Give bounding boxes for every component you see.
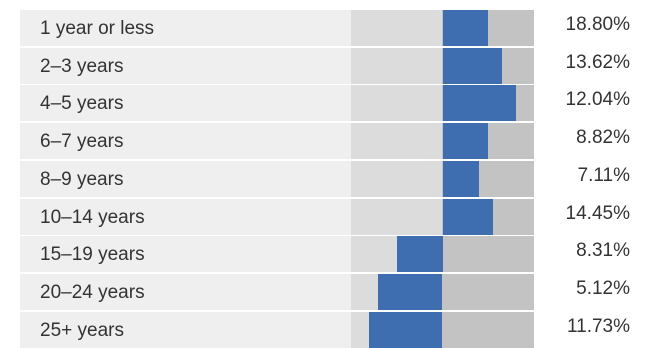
value-label: 5.12% bbox=[576, 277, 630, 299]
value-label: 18.80% bbox=[565, 14, 630, 35]
category-label-cell: 1 year or less bbox=[20, 10, 351, 46]
category-label: 6–7 years bbox=[40, 131, 124, 153]
category-label: 8–9 years bbox=[40, 168, 124, 190]
bar-track-left bbox=[351, 85, 442, 122]
bar-row-1-year-or-less: 1 year or less 18.80% bbox=[20, 10, 630, 46]
bar-row-25-years: 25+ years 11.73% bbox=[20, 311, 630, 348]
value-bar bbox=[442, 47, 502, 84]
bar-row-6-7-years: 6–7 years 8.82% bbox=[20, 123, 630, 160]
category-label: 10–14 years bbox=[40, 206, 145, 228]
category-label: 1 year or less bbox=[40, 18, 155, 39]
category-label-cell: 4–5 years bbox=[20, 85, 351, 122]
bar-row-4-5-years: 4–5 years 12.04% bbox=[20, 85, 630, 122]
bar-row-2-3-years: 2–3 years 13.62% bbox=[20, 47, 630, 84]
value-label: 14.45% bbox=[565, 202, 630, 224]
bar-row-20-24-years: 20–24 years 5.12% bbox=[20, 273, 630, 310]
bar-track-left bbox=[351, 198, 442, 235]
category-label: 25+ years bbox=[40, 319, 124, 341]
bar-track-right bbox=[442, 236, 534, 273]
value-bar bbox=[369, 311, 443, 348]
bar-row-8-9-years: 8–9 years 7.11% bbox=[20, 160, 630, 197]
category-label-cell: 6–7 years bbox=[20, 123, 351, 160]
value-label: 7.11% bbox=[577, 164, 630, 186]
value-bar bbox=[378, 273, 443, 310]
value-label: 12.04% bbox=[565, 89, 630, 111]
category-label: 20–24 years bbox=[40, 281, 145, 303]
category-label-cell: 8–9 years bbox=[20, 160, 351, 197]
category-label: 15–19 years bbox=[40, 244, 145, 266]
value-bar bbox=[442, 10, 489, 46]
value-label: 11.73% bbox=[566, 315, 630, 337]
category-label-cell: 15–19 years bbox=[20, 236, 351, 273]
category-label-cell: 10–14 years bbox=[20, 198, 351, 235]
bar-track-left bbox=[351, 47, 442, 84]
value-bar bbox=[442, 123, 489, 160]
bar-row-15-19-years: 15–19 years 8.31% bbox=[20, 236, 630, 273]
value-label: 13.62% bbox=[565, 51, 630, 73]
value-label: 8.31% bbox=[576, 240, 630, 262]
bar-track-left bbox=[351, 160, 442, 197]
bar-track-left bbox=[351, 123, 442, 160]
category-label-cell: 2–3 years bbox=[20, 47, 351, 84]
category-label: 4–5 years bbox=[40, 93, 124, 115]
category-label: 2–3 years bbox=[40, 55, 124, 77]
value-label: 8.82% bbox=[576, 127, 630, 149]
bar-track-right bbox=[442, 311, 534, 348]
bar-track-left bbox=[351, 10, 442, 46]
bar-row-10-14-years: 10–14 years 14.45% bbox=[20, 198, 630, 235]
value-bar bbox=[442, 198, 493, 235]
category-label-cell: 25+ years bbox=[20, 311, 351, 348]
value-bar bbox=[442, 160, 480, 197]
category-label-cell: 20–24 years bbox=[20, 273, 351, 310]
bar-track-right bbox=[442, 273, 534, 310]
value-bar bbox=[396, 236, 443, 273]
value-bar bbox=[442, 85, 516, 122]
